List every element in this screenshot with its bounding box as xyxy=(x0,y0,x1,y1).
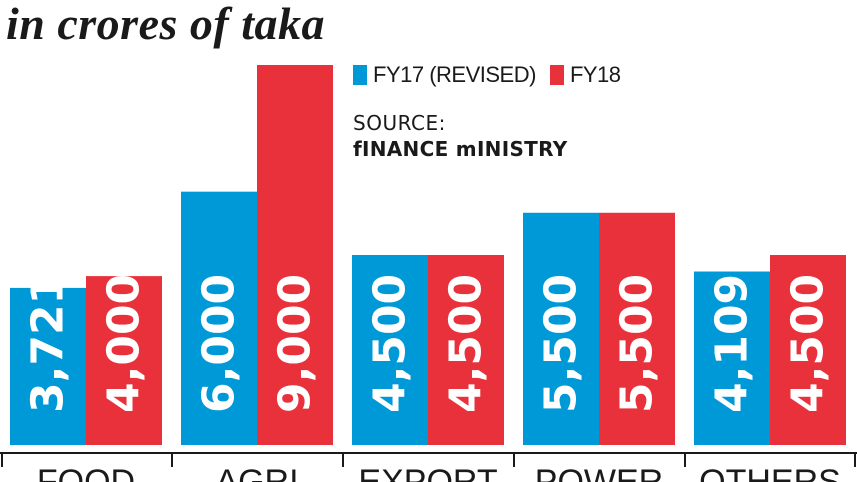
legend-swatch-fy18 xyxy=(549,65,564,85)
category-label-food: FOOD xyxy=(37,463,135,482)
bar-power-fy18 xyxy=(599,212,675,445)
source-note: SOURCE: fINANCE mINISTRY xyxy=(353,110,568,162)
category-label-power: POWER xyxy=(535,463,663,482)
bar-food-fy18 xyxy=(86,276,162,445)
category-label-others: OTHERS xyxy=(699,463,841,482)
bar-agri-fy18 xyxy=(257,65,333,445)
data-label-power-fy18: 5,500 xyxy=(612,274,663,413)
data-label-agri-fy18: 9,000 xyxy=(270,274,321,413)
source-value: fINANCE mINISTRY xyxy=(353,137,568,161)
bar-export-fy17 xyxy=(352,255,428,445)
legend: FY17 (REVISED) FY18 xyxy=(353,62,635,88)
data-label-others-fy17: 4,109 xyxy=(707,274,758,413)
data-label-agri-fy17: 6,000 xyxy=(194,274,245,413)
data-label-food-fy18: 4,000 xyxy=(99,274,150,413)
data-label-power-fy17: 5,500 xyxy=(536,274,587,413)
category-label-agri: AGRI xyxy=(215,463,298,482)
legend-item-fy18: FY18 xyxy=(549,62,621,88)
bar-power-fy17 xyxy=(523,212,599,445)
data-label-export-fy17: 4,500 xyxy=(365,274,416,413)
bar-food-fy17 xyxy=(10,287,86,445)
source-label: SOURCE: xyxy=(353,111,446,135)
bar-others-fy18 xyxy=(770,255,846,445)
legend-item-fy17: FY17 (REVISED) xyxy=(353,62,536,88)
legend-label-fy17: FY17 (REVISED) xyxy=(373,62,536,87)
bar-agri-fy17 xyxy=(181,191,257,445)
legend-swatch-fy17 xyxy=(353,65,367,85)
data-label-food-fy17: 3,721 xyxy=(23,274,74,413)
category-label-export: EXPORT xyxy=(358,463,497,482)
legend-label-fy18: FY18 xyxy=(569,62,621,87)
data-label-export-fy18: 4,500 xyxy=(441,274,492,413)
data-label-others-fy18: 4,500 xyxy=(783,274,834,413)
bar-others-fy17 xyxy=(694,271,770,445)
bar-export-fy18 xyxy=(428,255,504,445)
unit-title: in crores of taka xyxy=(6,0,325,49)
